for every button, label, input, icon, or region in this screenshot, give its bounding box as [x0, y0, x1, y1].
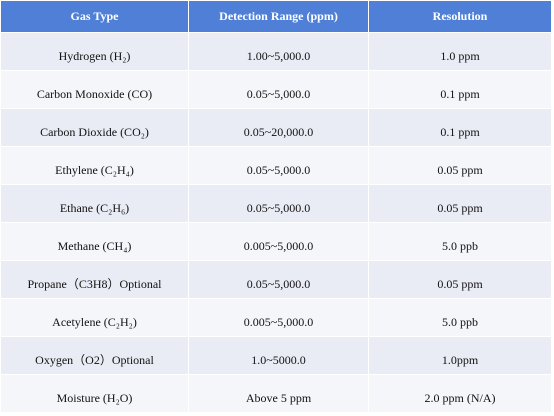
table-row: Propane（C3H8）Optional 0.05~5,000.0 0.05 pp… [0, 260, 552, 299]
table-cell: Hydrogen (H₂) [0, 32, 189, 71]
table-row: Oxygen（O2）Optional 1.0~5000.0 1.0ppm [0, 336, 552, 375]
table-cell: 0.1 ppm [368, 70, 552, 109]
header-cell: Detection Range (ppm) [188, 0, 369, 33]
table-row: Ethane (C₂H₆) 0.05~5,000.0 0.05 ppm [0, 184, 552, 223]
table-cell: 0.005~5,000.0 [188, 222, 369, 261]
table-cell: Ethane (C₂H₆) [0, 184, 189, 223]
table-cell: Carbon Monoxide (CO) [0, 70, 189, 109]
table-row: Carbon Monoxide (CO) 0.05~5,000.0 0.1 ppm [0, 70, 552, 109]
table-cell: Carbon Dioxide (CO₂) [0, 108, 189, 147]
header-cell: Gas Type [0, 0, 189, 33]
table-row: Acetylene (C₂H₂) 0.005~5,000.0 5.0 ppb [0, 298, 552, 337]
table-cell: Above 5 ppm [188, 374, 369, 413]
table-cell: 5.0 ppb [368, 222, 552, 261]
table-row: Moisture (H₂O) Above 5 ppm 2.0 ppm (N/A) [0, 374, 552, 413]
table-body: Hydrogen (H₂) 1.00~5,000.0 1.0 ppm Carbon M… [0, 32, 552, 413]
table-cell: 1.0ppm [368, 336, 552, 375]
table-cell: Moisture (H₂O) [0, 374, 189, 413]
table-cell: Propane（C3H8）Optional [0, 260, 189, 299]
table-cell: 1.0 ppm [368, 32, 552, 71]
header-row: Gas Type Detection Range (ppm) Resolution [0, 0, 552, 33]
table-cell: 0.05 ppm [368, 146, 552, 185]
table-cell: 0.05~5,000.0 [188, 184, 369, 223]
table-cell: 0.1 ppm [368, 108, 552, 147]
table-cell: Ethylene (C₂H₄) [0, 146, 189, 185]
table-cell: 1.00~5,000.0 [188, 32, 369, 71]
table-cell: 0.05~20,000.0 [188, 108, 369, 147]
table-cell: 2.0 ppm (N/A) [368, 374, 552, 413]
table-row: Methane (CH₄) 0.005~5,000.0 5.0 ppb [0, 222, 552, 261]
table-cell: Acetylene (C₂H₂) [0, 298, 189, 337]
table-cell: 5.0 ppb [368, 298, 552, 337]
table-row: Carbon Dioxide (CO₂) 0.05~20,000.0 0.1 ppm [0, 108, 552, 147]
table-cell: 0.05 ppm [368, 184, 552, 223]
table-cell: 0.05~5,000.0 [188, 70, 369, 109]
table-cell: 0.05~5,000.0 [188, 260, 369, 299]
table-cell: 0.05 ppm [368, 260, 552, 299]
header-cell: Resolution [368, 0, 552, 33]
table-cell: 0.005~5,000.0 [188, 298, 369, 337]
table-cell: 0.05~5,000.0 [188, 146, 369, 185]
table-cell: Methane (CH₄) [0, 222, 189, 261]
table-cell: 1.0~5000.0 [188, 336, 369, 375]
table-row: Hydrogen (H₂) 1.00~5,000.0 1.0 ppm [0, 32, 552, 71]
table-row: Ethylene (C₂H₄) 0.05~5,000.0 0.05 ppm [0, 146, 552, 185]
table-cell: Oxygen（O2）Optional [0, 336, 189, 375]
